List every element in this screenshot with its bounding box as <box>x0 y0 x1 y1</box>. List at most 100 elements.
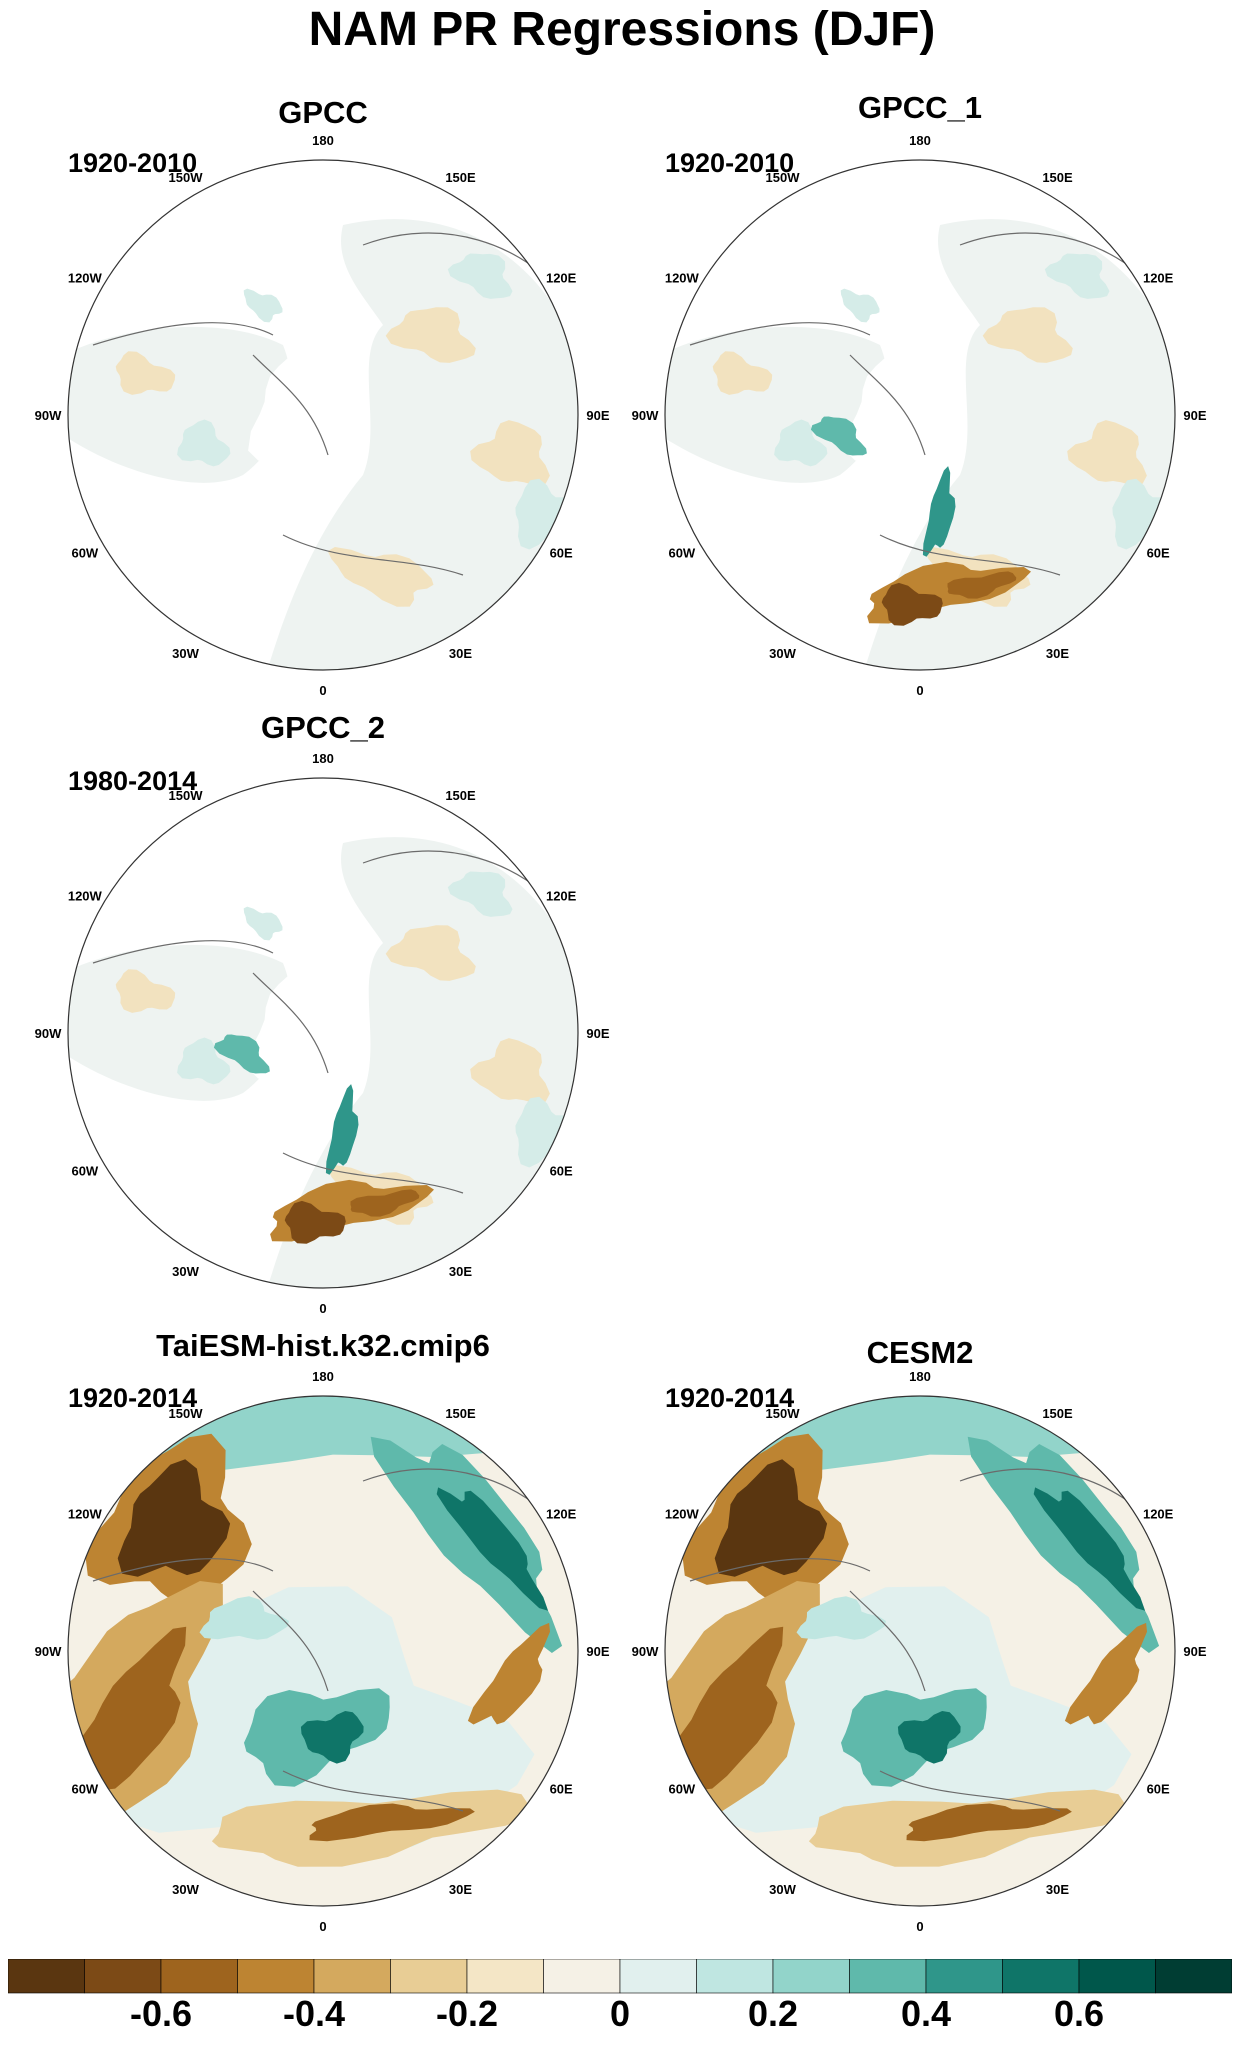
colorbar-box <box>1002 1958 1080 1994</box>
lon-label: 180 <box>312 751 334 766</box>
colorbar-box <box>466 1958 544 1994</box>
colorbar-box <box>619 1958 697 1994</box>
lon-label: 90E <box>1183 408 1206 423</box>
lon-label: 150W <box>169 170 204 185</box>
lon-label: 90W <box>35 1026 62 1041</box>
colorbar-box <box>925 1958 1003 1994</box>
lon-label: 90W <box>632 408 659 423</box>
panel-title: TaiESM-hist.k32.cmip6 <box>156 1328 490 1363</box>
lon-label: 180 <box>312 1369 334 1384</box>
lon-label: 0 <box>319 1301 326 1316</box>
lon-label: 150W <box>766 1406 801 1421</box>
panel-title: GPCC_1 <box>857 90 983 125</box>
polar-map: 180 150E 120E 90E 60E 30E 0 30W 60W 90W 120W 150W <box>35 1369 610 1934</box>
panel-years: 1920-2014 <box>68 1383 198 1413</box>
lon-label: 120E <box>1143 271 1174 286</box>
lon-label: 60E <box>550 1782 573 1797</box>
lon-label: 0 <box>916 1919 923 1934</box>
panel-title: GPCC <box>278 95 368 130</box>
lon-label: 0 <box>319 683 326 698</box>
map-boundary <box>664 159 1176 671</box>
lon-label: 90E <box>1183 1644 1206 1659</box>
lon-label: 120E <box>1143 1507 1174 1522</box>
main-title: NAM PR Regressions (DJF) <box>308 3 936 56</box>
colorbar-tick-label: 0.4 <box>900 1993 952 2034</box>
field-layer <box>68 1396 578 1906</box>
lon-label: 120W <box>68 1507 103 1522</box>
lon-label: 30W <box>769 646 796 661</box>
colorbar-tick-label: -0.4 <box>282 1993 346 2034</box>
colorbar-box <box>772 1958 850 1994</box>
field-layer <box>665 160 1175 670</box>
colorbar-box <box>1078 1958 1156 1994</box>
field-layer <box>68 778 578 1288</box>
colorbar-box <box>160 1958 238 1994</box>
lon-label: 30E <box>1046 646 1069 661</box>
lon-label: 60W <box>71 1164 98 1179</box>
lon-label: 120E <box>546 271 577 286</box>
lon-label: 180 <box>312 133 334 148</box>
lon-label: 90E <box>586 408 609 423</box>
lon-label: 180 <box>909 133 931 148</box>
lon-label: 150E <box>445 170 476 185</box>
colorbar-box <box>84 1958 162 1994</box>
lon-label: 30W <box>172 646 199 661</box>
lon-label: 120W <box>665 1507 700 1522</box>
colorbar <box>7 1958 1233 1995</box>
lon-label: 120W <box>665 271 700 286</box>
lon-label: 30W <box>172 1264 199 1279</box>
colorbar-box <box>543 1958 621 1994</box>
field-layer <box>68 160 578 670</box>
lon-label: 60E <box>550 546 573 561</box>
polar-map: 180 150E 120E 90E 60E 30E 0 30W 60W 90W 120W 150W <box>35 751 610 1316</box>
lon-label: 60W <box>71 1782 98 1797</box>
colorbar-tick-label: -0.6 <box>129 1993 193 2034</box>
polar-map: 180 150E 120E 90E 60E 30E 0 30W 60W 90W 120W 150W <box>35 133 610 698</box>
lon-label: 180 <box>909 1369 931 1384</box>
colorbar-box <box>390 1958 468 1994</box>
lon-label: 60W <box>668 546 695 561</box>
map-boundary <box>67 777 579 1289</box>
lon-label: 90W <box>632 1644 659 1659</box>
colorbar-box <box>1155 1958 1233 1994</box>
lon-label: 60E <box>1147 1782 1170 1797</box>
lon-label: 150E <box>445 1406 476 1421</box>
lon-label: 120E <box>546 889 577 904</box>
lon-label: 0 <box>319 1919 326 1934</box>
panel-years: 1920-2010 <box>68 148 198 178</box>
coastlines <box>689 232 1161 576</box>
lon-label: 150E <box>1042 1406 1073 1421</box>
map-boundary <box>67 1395 579 1907</box>
lon-label: 90W <box>35 408 62 423</box>
panel-years: 1920-2014 <box>665 1383 795 1413</box>
polar-map: 180 150E 120E 90E 60E 30E 0 30W 60W 90W 120W 150W <box>632 1369 1207 1934</box>
colorbar-tick-label: 0.6 <box>1053 1993 1105 2034</box>
field-layer <box>665 1396 1175 1906</box>
lon-label: 60E <box>550 1164 573 1179</box>
lon-label: 60E <box>1147 546 1170 561</box>
colorbar-box <box>237 1958 315 1994</box>
lon-label: 60W <box>668 1782 695 1797</box>
lon-label: 150E <box>445 788 476 803</box>
map-boundary <box>67 159 579 671</box>
coastlines <box>92 850 564 1194</box>
lon-label: 30E <box>449 1264 472 1279</box>
lon-label: 60W <box>71 546 98 561</box>
panel-title: CESM2 <box>866 1335 974 1370</box>
colorbar-box <box>696 1958 774 1994</box>
map-boundary <box>664 1395 1176 1907</box>
polar-map: 180 150E 120E 90E 60E 30E 0 30W 60W 90W 120W 150W <box>632 133 1207 698</box>
lon-label: 120E <box>546 1507 577 1522</box>
lon-label: 90W <box>35 1644 62 1659</box>
colorbar-box <box>313 1958 391 1994</box>
lon-label: 30W <box>769 1882 796 1897</box>
lon-label: 120W <box>68 271 103 286</box>
lon-label: 120W <box>68 889 103 904</box>
lon-label: 150W <box>169 788 204 803</box>
colorbar-tick-label: 0.2 <box>747 1993 799 2034</box>
colorbar-tick-label: 0 <box>609 1993 631 2034</box>
panel-title: GPCC_2 <box>260 710 386 745</box>
coastlines <box>92 1468 564 1812</box>
lon-label: 30E <box>449 1882 472 1897</box>
panel-years: 1920-2010 <box>665 148 795 178</box>
